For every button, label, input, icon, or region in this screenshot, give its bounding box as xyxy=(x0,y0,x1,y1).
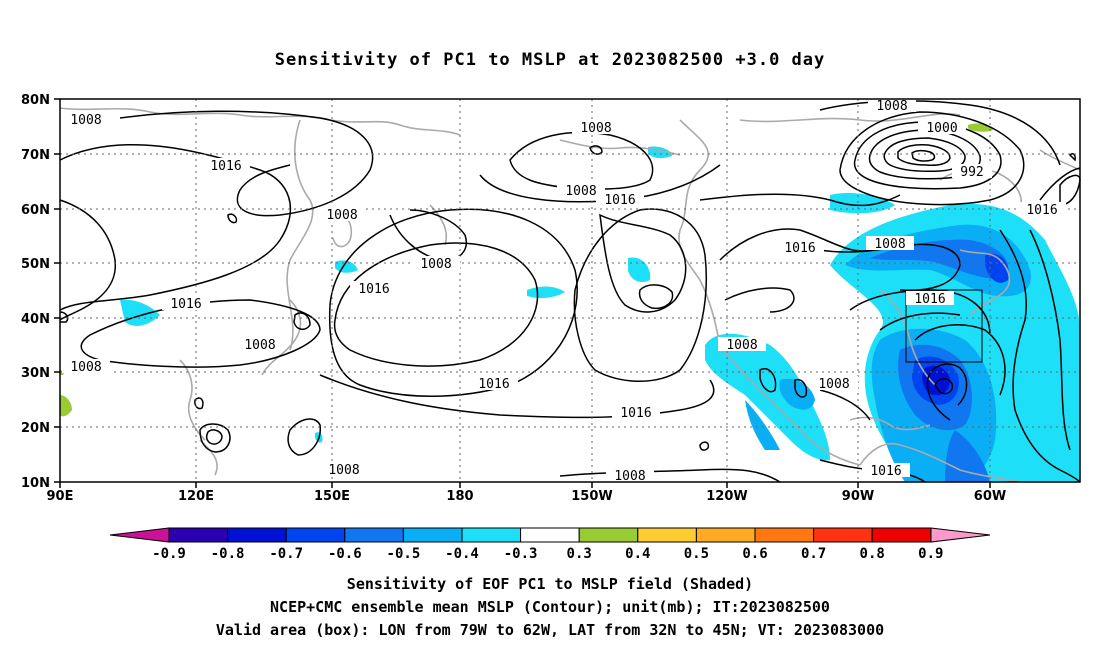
lon-label: 120W xyxy=(706,489,747,504)
colorbar-box xyxy=(227,527,287,543)
contour-label: 1008 xyxy=(70,360,101,375)
colorbar: -0.9 -0.8 -0.7 -0.6 -0.5 -0.4 -0.3 0.3 0.4 0.5 0.6… xyxy=(109,527,991,562)
contour-label: 1016 xyxy=(870,464,901,479)
colorbar-label: -0.7 xyxy=(269,546,303,562)
contour-label: 1008 xyxy=(244,338,275,353)
colorbar-low-arrow xyxy=(109,527,170,543)
contour-label: 1016 xyxy=(604,193,635,208)
latitude-labels: 80N 70N 60N 50N 40N 30N 20N 10N xyxy=(21,93,50,491)
colorbar-box xyxy=(813,527,873,543)
colorbar-box xyxy=(871,527,932,543)
colorbar-box xyxy=(754,527,815,543)
colorbar-label: 0.4 xyxy=(625,546,650,562)
plot-title: Sensitivity of PC1 to MSLP at 2023082500… xyxy=(274,50,826,70)
valid-area-box xyxy=(905,289,983,363)
colorbar-label: 0.5 xyxy=(684,546,709,562)
lon-label: 150E xyxy=(314,489,350,504)
contour-label: 1016 xyxy=(358,282,389,297)
contour-label: 1008 xyxy=(328,463,359,478)
lat-label: 50N xyxy=(21,257,50,272)
lon-label: 90E xyxy=(47,489,74,504)
colorbar-box xyxy=(461,527,522,543)
contour-label: 1008 xyxy=(565,184,596,199)
colorbar-box xyxy=(695,527,756,543)
lat-label: 40N xyxy=(21,312,50,327)
lat-label: 30N xyxy=(21,366,50,381)
colorbar-high-arrow xyxy=(930,527,991,543)
lon-label: 180 xyxy=(446,489,473,504)
colorbar-label: -0.3 xyxy=(504,546,538,562)
contour-label: 1016 xyxy=(478,377,509,392)
colorbar-box xyxy=(168,527,229,543)
colorbar-label: 0.7 xyxy=(801,546,826,562)
lon-label: 120E xyxy=(178,489,214,504)
colorbar-box xyxy=(578,527,639,543)
axis-ticks xyxy=(54,98,991,488)
colorbar-labels: -0.9 -0.8 -0.7 -0.6 -0.5 -0.4 -0.3 0.3 0.4 0.5 0.6… xyxy=(152,546,943,562)
colorbar-box xyxy=(344,527,404,543)
caption-contour: NCEP+CMC ensemble mean MSLP (Contour); u… xyxy=(270,598,830,616)
contour-label: 1016 xyxy=(914,292,945,307)
contour-label: 1008 xyxy=(420,257,451,272)
caption-valid-area: Valid area (box): LON from 79W to 62W, L… xyxy=(215,621,885,639)
colorbar-label: -0.6 xyxy=(328,546,362,562)
lat-label: 20N xyxy=(21,421,50,436)
colorbar-label: -0.8 xyxy=(211,546,245,562)
lat-label: 10N xyxy=(21,476,50,491)
lon-label: 90W xyxy=(842,489,874,504)
contour-label: 1008 xyxy=(818,377,849,392)
longitude-labels: 90E 120E 150E 180 150W 120W 90W 60W xyxy=(47,489,1007,504)
contour-label: 1008 xyxy=(614,469,645,484)
mslp-contours xyxy=(59,100,1081,483)
map-frame xyxy=(59,98,1081,483)
colorbar-box xyxy=(285,527,346,543)
contour-label: 1008 xyxy=(580,121,611,136)
contour-label: 1008 xyxy=(70,113,101,128)
caption-shading: Sensitivity of EOF PC1 to MSLP field (Sh… xyxy=(346,575,754,593)
lat-label: 80N xyxy=(21,93,50,108)
gridlines xyxy=(60,99,1080,482)
colorbar-box xyxy=(402,527,463,543)
contour-label: 1016 xyxy=(620,406,651,421)
colorbar-label: -0.4 xyxy=(445,546,479,562)
colorbar-box xyxy=(520,527,580,543)
colorbar-boxes xyxy=(168,527,932,543)
contour-labels: 1008 1008 1016 1008 1016 1008 1016 1016 … xyxy=(62,98,1066,484)
contour-label: 1016 xyxy=(170,297,201,312)
lat-label: 60N xyxy=(21,203,50,218)
lon-label: 150W xyxy=(571,489,612,504)
contour-label: 1000 xyxy=(926,121,957,136)
lat-label: 70N xyxy=(21,148,50,163)
contour-label: 1008 xyxy=(876,99,907,114)
contour-label: 1016 xyxy=(1026,203,1057,218)
colorbar-box xyxy=(637,527,697,543)
contour-label: 1016 xyxy=(784,241,815,256)
contour-label: 992 xyxy=(960,165,983,180)
colorbar-label: -0.9 xyxy=(152,546,186,562)
contour-label: 1008 xyxy=(326,208,357,223)
contour-label: 1008 xyxy=(726,338,757,353)
colorbar-label: -0.5 xyxy=(387,546,421,562)
contour-label: 1008 xyxy=(874,237,905,252)
colorbar-label: 0.6 xyxy=(742,546,767,562)
contour-label: 1016 xyxy=(210,159,241,174)
colorbar-label: 0.8 xyxy=(860,546,885,562)
lon-label: 60W xyxy=(974,489,1006,504)
colorbar-label: 0.9 xyxy=(918,546,943,562)
colorbar-label: 0.3 xyxy=(567,546,592,562)
